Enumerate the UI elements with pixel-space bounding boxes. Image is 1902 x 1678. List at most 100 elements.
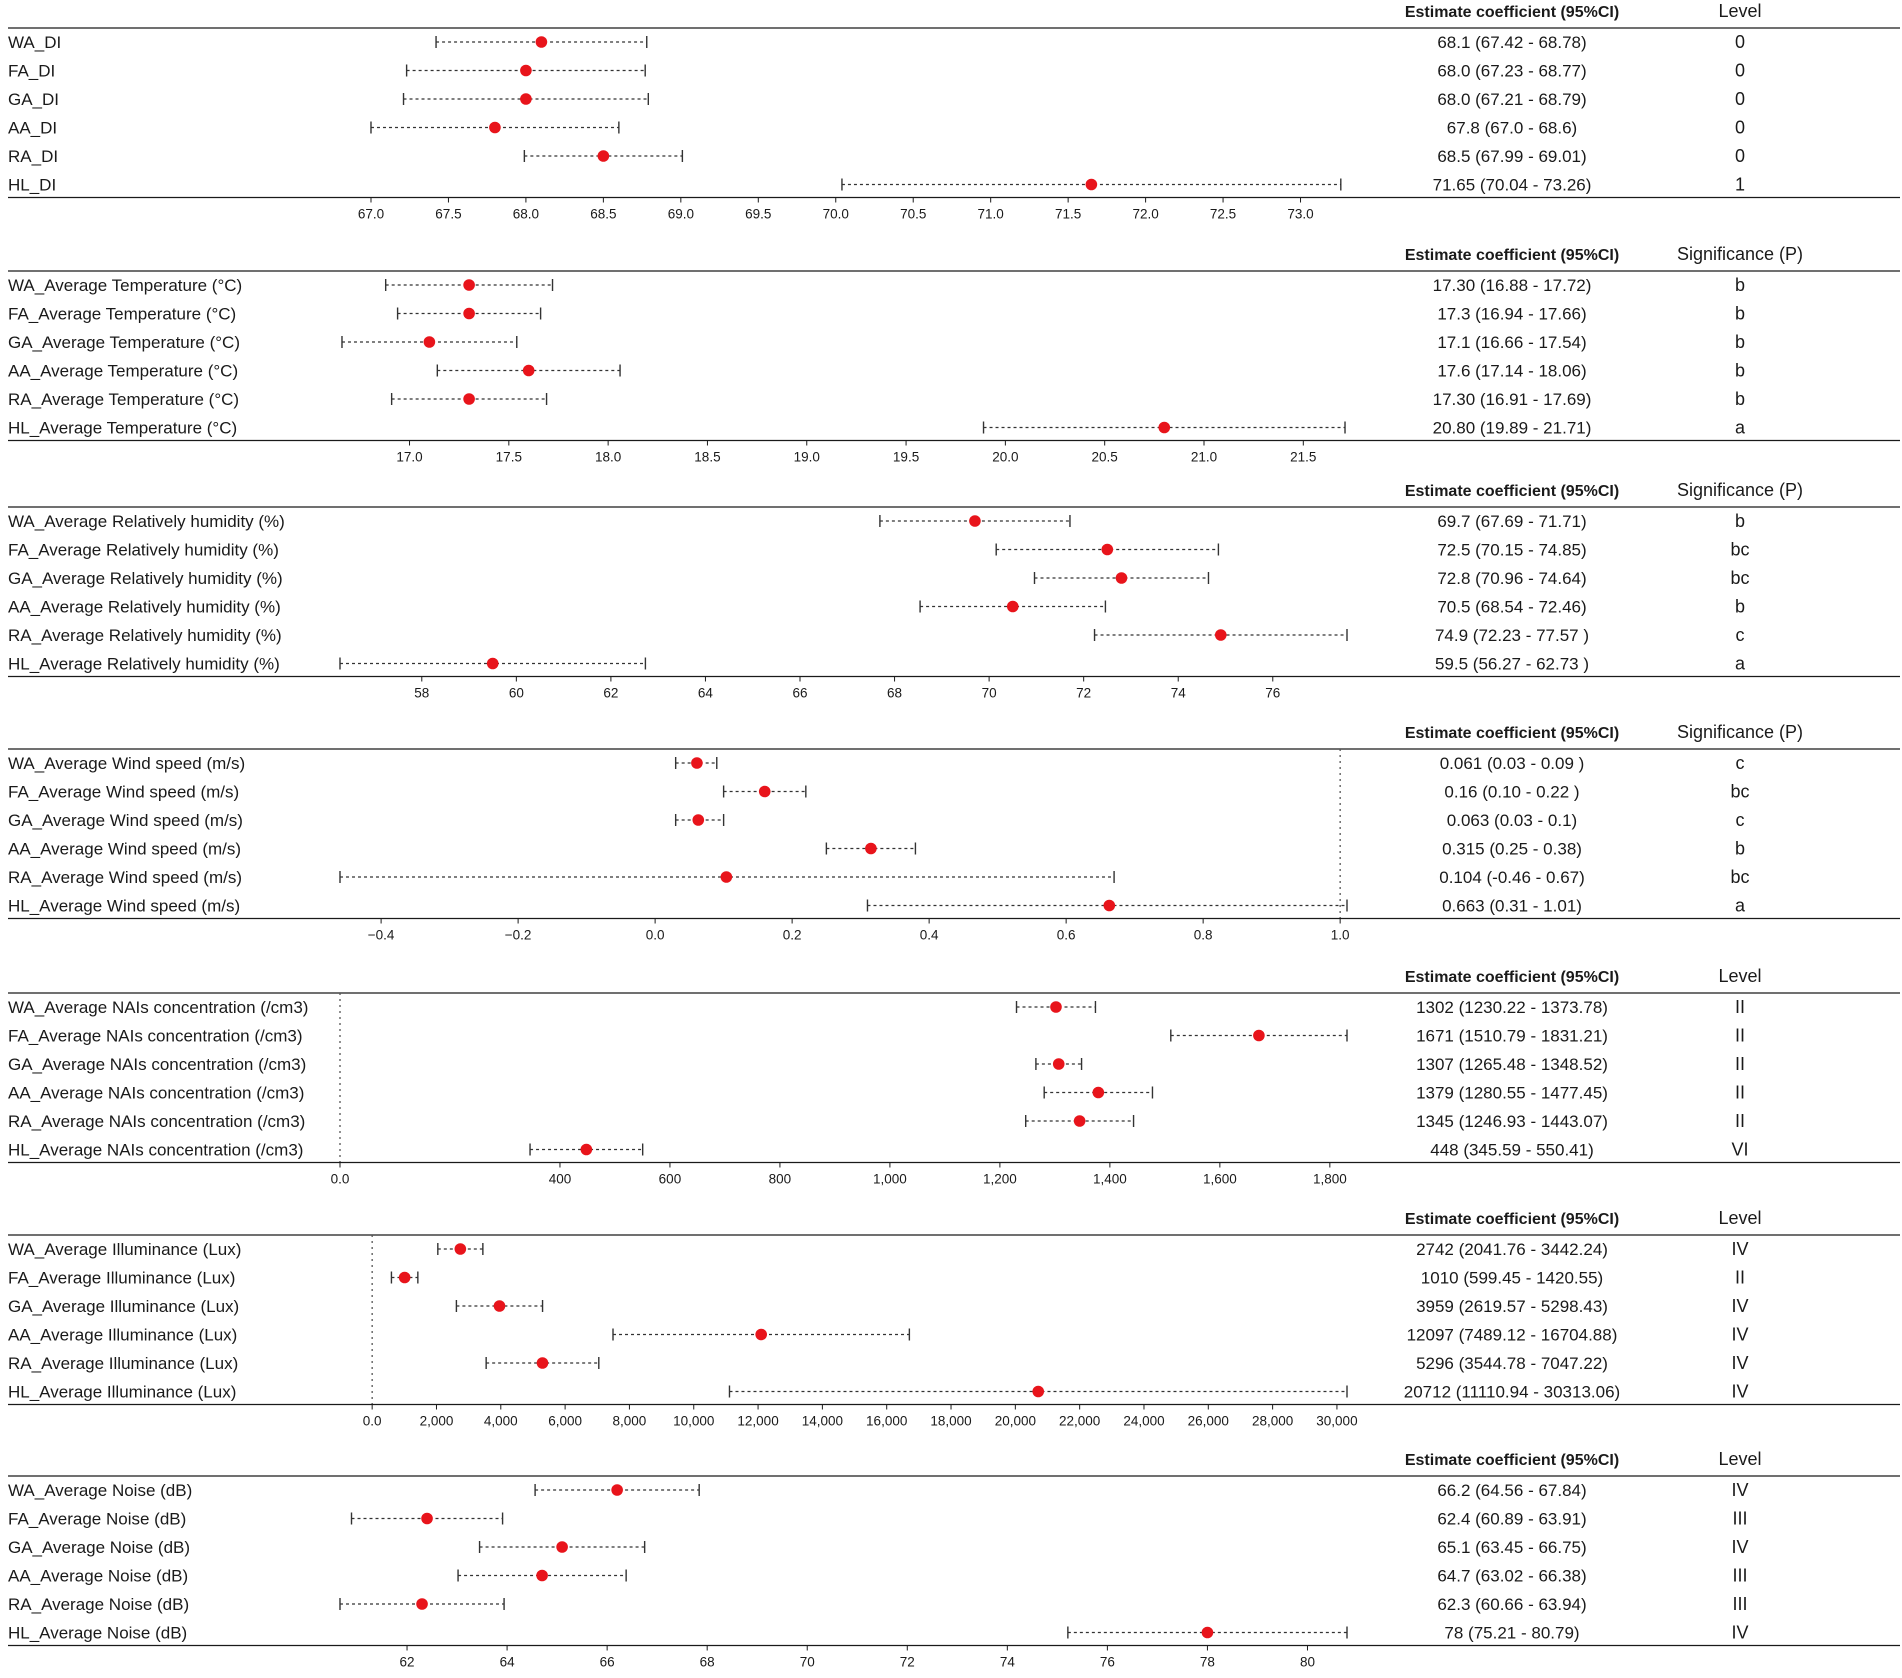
- estimate-point: [1085, 178, 1098, 191]
- estimate-point: [423, 336, 436, 348]
- significance-value: bc: [1730, 568, 1749, 588]
- estimate-point: [556, 1541, 568, 1553]
- x-axis-tick-label: 71.0: [978, 207, 1004, 222]
- estimate-ci-text: 68.1 (67.42 - 68.78): [1437, 33, 1586, 52]
- x-axis-tick-label: 74: [1000, 1655, 1016, 1670]
- significance-value: b: [1735, 839, 1745, 859]
- estimate-point: [691, 757, 703, 769]
- x-axis-tick-label: 14,000: [802, 1414, 843, 1429]
- x-axis-tick-label: 1,000: [873, 1172, 907, 1187]
- forest-row: HL_Average Noise (dB) 78 (75.21 - 80.79) I…: [8, 1623, 1749, 1643]
- significance-value: IV: [1731, 1382, 1748, 1402]
- significance-column-header: Significance (P): [1677, 480, 1803, 500]
- row-label: HL_Average Temperature (°C): [8, 419, 237, 438]
- estimate-point: [1115, 572, 1128, 584]
- significance-column-header: Level: [1718, 1449, 1761, 1469]
- row-label: WA_Average Illuminance (Lux): [8, 1240, 241, 1259]
- row-label: GA_Average Temperature (°C): [8, 333, 240, 352]
- row-label: GA_Average NAIs concentration (/cm3): [8, 1055, 306, 1074]
- x-axis-tick-label: 18,000: [930, 1414, 971, 1429]
- row-label: AA_Average Noise (dB): [8, 1567, 188, 1586]
- x-axis-tick-label: 78: [1200, 1655, 1215, 1670]
- estimate-point: [611, 1484, 623, 1496]
- x-axis-tick-label: 24,000: [1123, 1414, 1164, 1429]
- estimate-point: [580, 1143, 593, 1156]
- estimate-ci-text: 0.663 (0.31 - 1.01): [1442, 897, 1582, 916]
- row-label: AA_Average Illuminance (Lux): [8, 1326, 237, 1345]
- estimate-ci-text: 1302 (1230.22 - 1373.78): [1416, 998, 1608, 1017]
- row-label: FA_Average Temperature (°C): [8, 305, 236, 324]
- row-label: HL_Average Illuminance (Lux): [8, 1383, 236, 1402]
- x-axis-tick-label: 0.2: [783, 928, 802, 943]
- x-axis-tick-label: 19.5: [893, 450, 919, 465]
- forest-row: AA_Average NAIs concentration (/cm3) 1379…: [8, 1083, 1745, 1103]
- estimate-ci-text: 2742 (2041.76 - 3442.24): [1416, 1240, 1608, 1259]
- x-axis-tick-label: 68.0: [513, 207, 539, 222]
- estimate-point: [1006, 600, 1019, 613]
- x-axis-tick-label: 8,000: [613, 1414, 647, 1429]
- significance-value: c: [1736, 810, 1745, 830]
- x-axis-tick-label: 0.0: [331, 1172, 350, 1187]
- x-axis-tick-label: 20,000: [995, 1414, 1036, 1429]
- row-label: FA_Average NAIs concentration (/cm3): [8, 1027, 303, 1046]
- forest-row: AA_DI 67.8 (67.0 - 68.6) 0: [8, 118, 1745, 138]
- row-label: RA_Average Relatively humidity (%): [8, 626, 282, 645]
- estimate-ci-text: 62.4 (60.89 - 63.91): [1437, 1510, 1586, 1529]
- row-label: HL_Average Wind speed (m/s): [8, 897, 240, 916]
- estimate-point: [416, 1598, 428, 1610]
- row-label: WA_Average Relatively humidity (%): [8, 512, 285, 531]
- estimate-column-header: Estimate coefficient (95%CI): [1405, 1211, 1619, 1228]
- x-axis-tick-label: 22,000: [1059, 1414, 1100, 1429]
- x-axis-tick-label: 18.0: [595, 450, 621, 465]
- significance-value: c: [1736, 625, 1745, 645]
- forest-row: GA_Average Relatively humidity (%) 72.8 (…: [8, 568, 1750, 588]
- estimate-ci-text: 20.80 (19.89 - 21.71): [1433, 419, 1592, 438]
- x-axis-tick-label: 800: [769, 1172, 792, 1187]
- forest-row: WA_Average Illuminance (Lux) 2742 (2041.7…: [8, 1239, 1749, 1259]
- estimate-ci-text: 68.0 (67.23 - 68.77): [1437, 62, 1586, 81]
- estimate-point: [398, 1271, 411, 1284]
- estimate-ci-text: 1010 (599.45 - 1420.55): [1421, 1269, 1603, 1288]
- row-label: RA_Average Temperature (°C): [8, 390, 239, 409]
- x-axis-tick-label: 70: [800, 1655, 815, 1670]
- row-label: FA_DI: [8, 62, 55, 81]
- forest-row: FA_Average Illuminance (Lux) 1010 (599.45…: [8, 1268, 1745, 1288]
- estimate-column-header: Estimate coefficient (95%CI): [1405, 725, 1619, 742]
- row-label: FA_Average Wind speed (m/s): [8, 783, 239, 802]
- x-axis-tick-label: 76: [1265, 686, 1280, 701]
- estimate-point: [1253, 1029, 1265, 1042]
- significance-column-header: Level: [1718, 1208, 1761, 1228]
- significance-value: 0: [1735, 146, 1745, 166]
- x-axis-tick-label: 68: [700, 1655, 715, 1670]
- x-axis-tick-label: 72: [900, 1655, 915, 1670]
- estimate-ci-text: 17.1 (16.66 - 17.54): [1437, 333, 1586, 352]
- row-label: HL_Average Noise (dB): [8, 1624, 187, 1643]
- significance-value: IV: [1731, 1325, 1748, 1345]
- forest-row: HL_Average Temperature (°C) 20.80 (19.89 …: [8, 418, 1746, 438]
- forest-row: FA_Average Noise (dB) 62.4 (60.89 - 63.91…: [8, 1509, 1748, 1529]
- significance-value: VI: [1731, 1140, 1748, 1160]
- x-axis-tick-label: 1,400: [1093, 1172, 1127, 1187]
- estimate-ci-text: 17.30 (16.88 - 17.72): [1433, 276, 1592, 295]
- forest-row: WA_Average NAIs concentration (/cm3) 1302…: [8, 997, 1745, 1017]
- row-label: FA_Average Noise (dB): [8, 1510, 186, 1529]
- estimate-point: [520, 64, 532, 77]
- row-label: AA_Average Wind speed (m/s): [8, 840, 241, 859]
- x-axis-tick-label: 60: [509, 686, 524, 701]
- forest-row: WA_Average Temperature (°C) 17.30 (16.88 …: [8, 275, 1745, 295]
- estimate-ci-text: 0.063 (0.03 - 0.1): [1447, 811, 1577, 830]
- forest-row: AA_Average Relatively humidity (%) 70.5 (…: [8, 597, 1745, 617]
- estimate-point: [486, 657, 499, 670]
- estimate-ci-text: 20712 (11110.94 - 30313.06): [1404, 1383, 1620, 1402]
- x-axis-tick-label: 0.0: [363, 1414, 382, 1429]
- row-label: AA_Average Relatively humidity (%): [8, 598, 281, 617]
- x-axis-tick-label: 16,000: [866, 1414, 907, 1429]
- estimate-ci-text: 17.30 (16.91 - 17.69): [1433, 390, 1592, 409]
- row-label: RA_Average NAIs concentration (/cm3): [8, 1112, 305, 1131]
- significance-value: II: [1735, 1026, 1745, 1046]
- estimate-column-header: Estimate coefficient (95%CI): [1405, 247, 1619, 264]
- x-axis-tick-label: 2,000: [420, 1414, 454, 1429]
- x-axis-tick-label: 67.0: [358, 207, 384, 222]
- estimate-point: [1158, 421, 1171, 434]
